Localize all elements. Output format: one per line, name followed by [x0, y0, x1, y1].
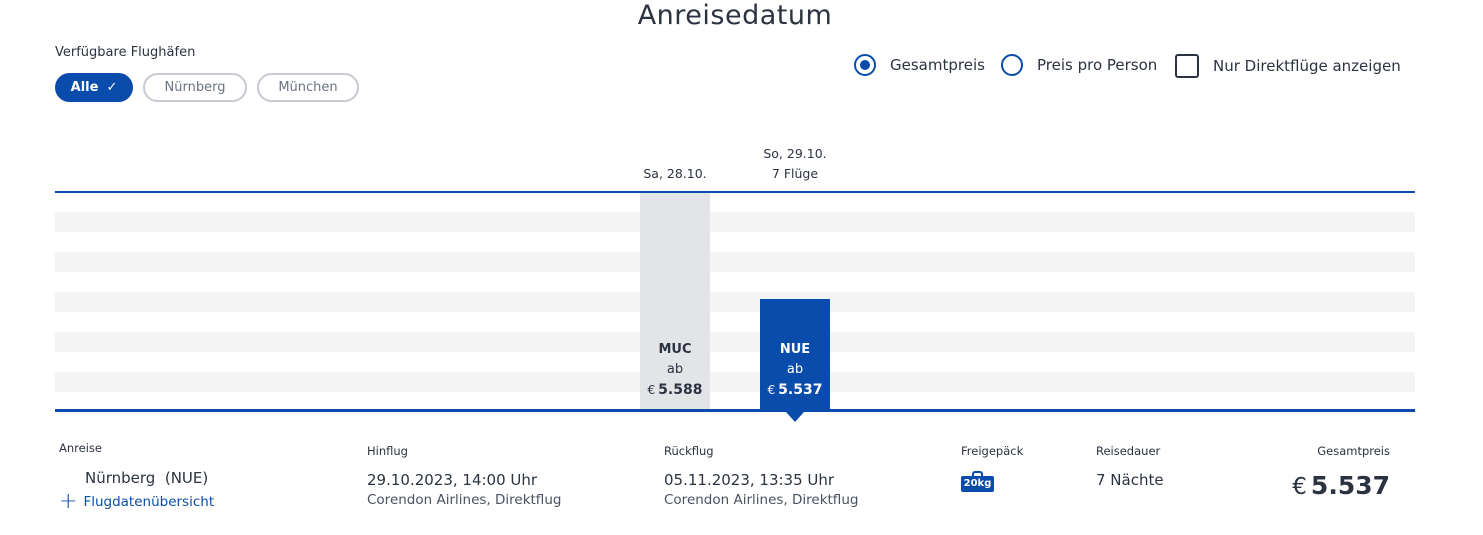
grid-stripe [55, 212, 1415, 232]
direct-flights-label: Nur Direktflüge anzeigen [1213, 57, 1401, 75]
check-icon: ✓ [106, 80, 118, 95]
arrival-label: Anreise [59, 441, 102, 455]
bar-price-prefix: ab [786, 362, 804, 377]
airports-label: Verfügbare Flughäfen [55, 45, 196, 60]
baggage-icon: 20kg [961, 471, 994, 492]
airport-filter-nuernberg[interactable]: Nürnberg [143, 73, 247, 102]
bar-currency: € [647, 383, 656, 397]
total-label: Gesamtpreis [1317, 444, 1390, 458]
total-price-radio[interactable]: Gesamtpreis [854, 54, 985, 76]
duration-label: Reisedauer [1096, 444, 1161, 458]
price-per-person-radio[interactable]: Preis pro Person [1001, 54, 1157, 76]
total-value: 5.537 [1310, 471, 1390, 500]
flight-count: 7 Flüge [771, 166, 819, 181]
selected-pointer-icon [786, 412, 804, 422]
flight-overview-link[interactable]: + Flugdatenübersicht [59, 489, 215, 514]
outbound-label: Hinflug [367, 444, 408, 458]
date-column-header: So, 29.10. 7 Flüge [735, 144, 855, 184]
date-label: So, 29.10. [763, 146, 827, 161]
airport-filter-muenchen[interactable]: München [257, 73, 359, 102]
return-datetime: 05.11.2023, 13:35 Uhr [664, 471, 835, 489]
duration-value: 7 Nächte [1096, 471, 1164, 489]
airport-filter-label: München [278, 80, 338, 95]
date-column-header: Sa, 28.10. [615, 164, 735, 184]
airport-filter-all[interactable]: Alle ✓ [55, 73, 133, 102]
bar-price-prefix: ab [666, 362, 684, 377]
return-airline: Corendon Airlines, Direktflug [664, 492, 859, 508]
outbound-airline: Corendon Airlines, Direktflug [367, 492, 562, 508]
price-bar-sat[interactable]: MUC ab €5.588 [640, 193, 710, 409]
chart-bottom-divider [55, 409, 1415, 412]
outbound-datetime: 29.10.2023, 14:00 Uhr [367, 471, 538, 489]
flight-overview-label: Flugdatenübersicht [83, 494, 215, 510]
airport-filter-label: Alle [70, 80, 99, 95]
baggage-weight: 20kg [961, 476, 994, 492]
total-price: €5.537 [1292, 471, 1390, 500]
bar-airport-code: NUE [779, 342, 811, 357]
grid-stripe [55, 372, 1415, 392]
bar-currency: € [767, 383, 776, 397]
bar-airport-code: MUC [658, 342, 692, 357]
price-bar-sun[interactable]: NUE ab €5.537 [760, 299, 830, 409]
checkbox-icon[interactable] [1175, 54, 1199, 78]
grid-stripe [55, 292, 1415, 312]
plus-icon: + [59, 489, 78, 514]
radio-unselected-icon[interactable] [1001, 54, 1023, 76]
page-title: Anreisedatum [637, 0, 833, 31]
grid-stripe [55, 332, 1415, 352]
return-label: Rückflug [664, 444, 714, 458]
date-label: Sa, 28.10. [643, 166, 707, 181]
bar-price: 5.588 [658, 382, 703, 398]
baggage-label: Freigepäck [961, 444, 1024, 458]
price-per-person-label: Preis pro Person [1037, 56, 1158, 74]
arrival-airport: Nürnberg (NUE) [85, 469, 209, 487]
total-price-label: Gesamtpreis [890, 56, 985, 74]
direct-flights-checkbox[interactable]: Nur Direktflüge anzeigen [1175, 54, 1401, 78]
bar-price: 5.537 [778, 382, 823, 398]
total-currency: € [1292, 474, 1307, 500]
radio-selected-icon[interactable] [854, 54, 876, 76]
airport-filter-label: Nürnberg [164, 80, 226, 95]
chart-top-divider [55, 191, 1415, 193]
grid-stripe [55, 252, 1415, 272]
